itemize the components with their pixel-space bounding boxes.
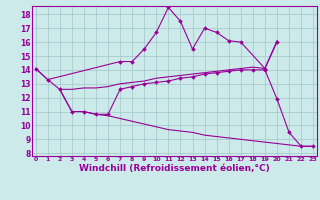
X-axis label: Windchill (Refroidissement éolien,°C): Windchill (Refroidissement éolien,°C) [79, 164, 270, 173]
